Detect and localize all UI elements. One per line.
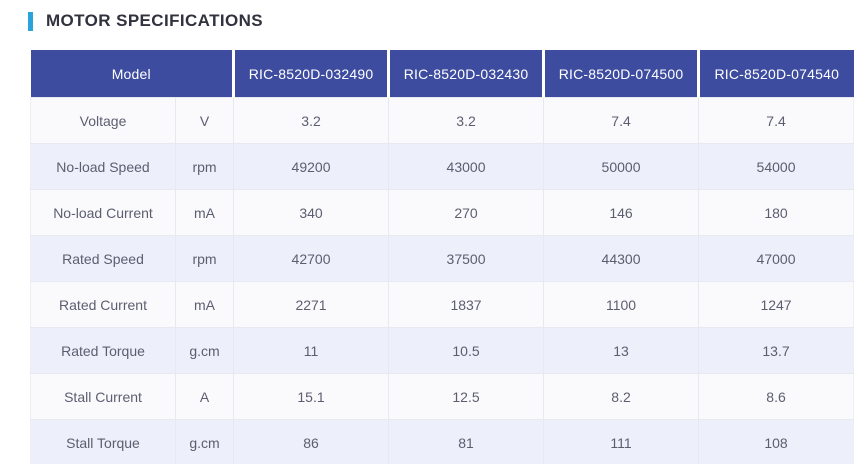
page-title: MOTOR SPECIFICATIONS <box>46 11 264 30</box>
model-column-header: RIC-8520D-032430 <box>388 50 546 98</box>
value-cell: 1100 <box>543 281 700 328</box>
value-cell: 3.2 <box>388 97 545 144</box>
table-row: Rated Current mA 2271 1837 1100 1247 <box>30 281 855 328</box>
value-cell: 7.4 <box>698 97 855 144</box>
unit-cell: rpm <box>174 143 235 190</box>
unit-cell: V <box>174 97 235 144</box>
section-header: MOTOR SPECIFICATIONS <box>28 11 263 31</box>
table-row: Rated Torque g.cm 11 10.5 13 13.7 <box>30 327 855 374</box>
param-cell: No-load Current <box>30 189 176 236</box>
value-cell: 81 <box>388 419 545 464</box>
value-cell: 11 <box>233 327 390 374</box>
value-cell: 15.1 <box>233 373 390 420</box>
value-cell: 1837 <box>388 281 545 328</box>
value-cell: 12.5 <box>388 373 545 420</box>
motor-spec-table: Model RIC-8520D-032490 RIC-8520D-032430 … <box>30 50 855 464</box>
value-cell: 13 <box>543 327 700 374</box>
value-cell: 8.6 <box>698 373 855 420</box>
model-header-cell: Model <box>30 50 236 98</box>
param-cell: Stall Torque <box>30 419 176 464</box>
value-cell: 108 <box>698 419 855 464</box>
value-cell: 2271 <box>233 281 390 328</box>
unit-cell: mA <box>174 189 235 236</box>
unit-cell: mA <box>174 281 235 328</box>
value-cell: 37500 <box>388 235 545 282</box>
param-cell: Stall Current <box>30 373 176 420</box>
value-cell: 7.4 <box>543 97 700 144</box>
value-cell: 47000 <box>698 235 855 282</box>
table-row: No-load Speed rpm 49200 43000 50000 5400… <box>30 143 855 190</box>
model-column-header: RIC-8520D-032490 <box>233 50 391 98</box>
value-cell: 146 <box>543 189 700 236</box>
table-row: Rated Speed rpm 42700 37500 44300 47000 <box>30 235 855 282</box>
value-cell: 270 <box>388 189 545 236</box>
param-cell: No-load Speed <box>30 143 176 190</box>
title-accent-bar <box>28 11 33 31</box>
value-cell: 111 <box>543 419 700 464</box>
value-cell: 3.2 <box>233 97 390 144</box>
value-cell: 50000 <box>543 143 700 190</box>
value-cell: 44300 <box>543 235 700 282</box>
table-row: Stall Current A 15.1 12.5 8.2 8.6 <box>30 373 855 420</box>
table-row: No-load Current mA 340 270 146 180 <box>30 189 855 236</box>
param-cell: Voltage <box>30 97 176 144</box>
value-cell: 340 <box>233 189 390 236</box>
unit-cell: g.cm <box>174 419 235 464</box>
unit-cell: rpm <box>174 235 235 282</box>
param-cell: Rated Current <box>30 281 176 328</box>
value-cell: 49200 <box>233 143 390 190</box>
value-cell: 8.2 <box>543 373 700 420</box>
value-cell: 10.5 <box>388 327 545 374</box>
value-cell: 1247 <box>698 281 855 328</box>
table-row: Voltage V 3.2 3.2 7.4 7.4 <box>30 97 855 144</box>
unit-cell: g.cm <box>174 327 235 374</box>
model-column-header: RIC-8520D-074500 <box>543 50 701 98</box>
param-cell: Rated Speed <box>30 235 176 282</box>
value-cell: 86 <box>233 419 390 464</box>
param-cell: Rated Torque <box>30 327 176 374</box>
model-column-header: RIC-8520D-074540 <box>698 50 854 98</box>
value-cell: 180 <box>698 189 855 236</box>
value-cell: 13.7 <box>698 327 855 374</box>
unit-cell: A <box>174 373 235 420</box>
table-row: Stall Torque g.cm 86 81 111 108 <box>30 419 855 464</box>
value-cell: 42700 <box>233 235 390 282</box>
table-header-row: Model RIC-8520D-032490 RIC-8520D-032430 … <box>30 50 854 98</box>
value-cell: 54000 <box>698 143 855 190</box>
value-cell: 43000 <box>388 143 545 190</box>
